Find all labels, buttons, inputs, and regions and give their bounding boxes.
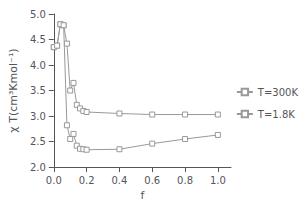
svg-text:4.5: 4.5 [30, 34, 46, 45]
svg-text:2.0: 2.0 [30, 162, 46, 173]
svg-text:χ T(cm³Kmol⁻¹): χ T(cm³Kmol⁻¹) [7, 48, 20, 132]
svg-text:0.4: 0.4 [111, 175, 127, 186]
svg-text:0.2: 0.2 [79, 175, 95, 186]
svg-text:3.0: 3.0 [30, 111, 46, 122]
svg-text:1.0: 1.0 [210, 175, 226, 186]
svg-text:T=1.8K: T=1.8K [257, 109, 295, 120]
svg-text:3.5: 3.5 [30, 85, 46, 96]
svg-text:0.8: 0.8 [177, 175, 193, 186]
svg-text:f: f [140, 189, 145, 202]
svg-text:T=300K: T=300K [257, 87, 299, 98]
svg-text:5.0: 5.0 [30, 9, 46, 20]
svg-text:2.5: 2.5 [30, 136, 46, 147]
svg-text:0.0: 0.0 [46, 175, 62, 186]
svg-text:4.0: 4.0 [30, 60, 46, 71]
svg-text:0.6: 0.6 [144, 175, 160, 186]
